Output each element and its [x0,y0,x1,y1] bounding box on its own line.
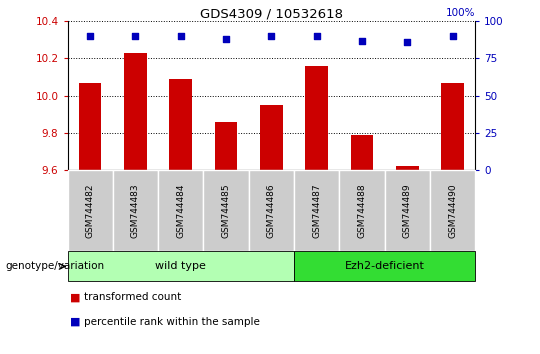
Text: ■: ■ [70,317,80,327]
Point [448,33,457,39]
Text: GSM744487: GSM744487 [312,183,321,238]
Point [222,36,231,42]
Bar [79,82,102,170]
Text: GSM744484: GSM744484 [176,183,185,238]
Text: ■: ■ [70,292,80,302]
Bar [305,66,328,170]
Point [312,33,321,39]
Text: transformed count: transformed count [84,292,181,302]
Text: GSM744483: GSM744483 [131,183,140,238]
Text: GSM744490: GSM744490 [448,183,457,238]
Bar [441,82,464,170]
Bar [260,105,282,170]
Point [403,39,411,45]
Title: GDS4309 / 10532618: GDS4309 / 10532618 [200,7,343,20]
Point [357,38,366,44]
Text: 100%: 100% [446,8,475,18]
Bar [396,166,418,170]
Text: GSM744488: GSM744488 [357,183,367,238]
Text: GSM744482: GSM744482 [86,183,94,238]
Text: wild type: wild type [156,261,206,272]
Text: GSM744489: GSM744489 [403,183,412,238]
Text: Ezh2-deficient: Ezh2-deficient [345,261,424,272]
Text: GSM744485: GSM744485 [221,183,231,238]
Bar [170,79,192,170]
Text: percentile rank within the sample: percentile rank within the sample [84,317,260,327]
Point [131,33,140,39]
Point [177,33,185,39]
Point [267,33,276,39]
Point [86,33,94,39]
Text: genotype/variation: genotype/variation [5,261,105,272]
Bar [124,53,147,170]
Bar [215,122,238,170]
Bar [350,135,373,170]
Text: GSM744486: GSM744486 [267,183,276,238]
